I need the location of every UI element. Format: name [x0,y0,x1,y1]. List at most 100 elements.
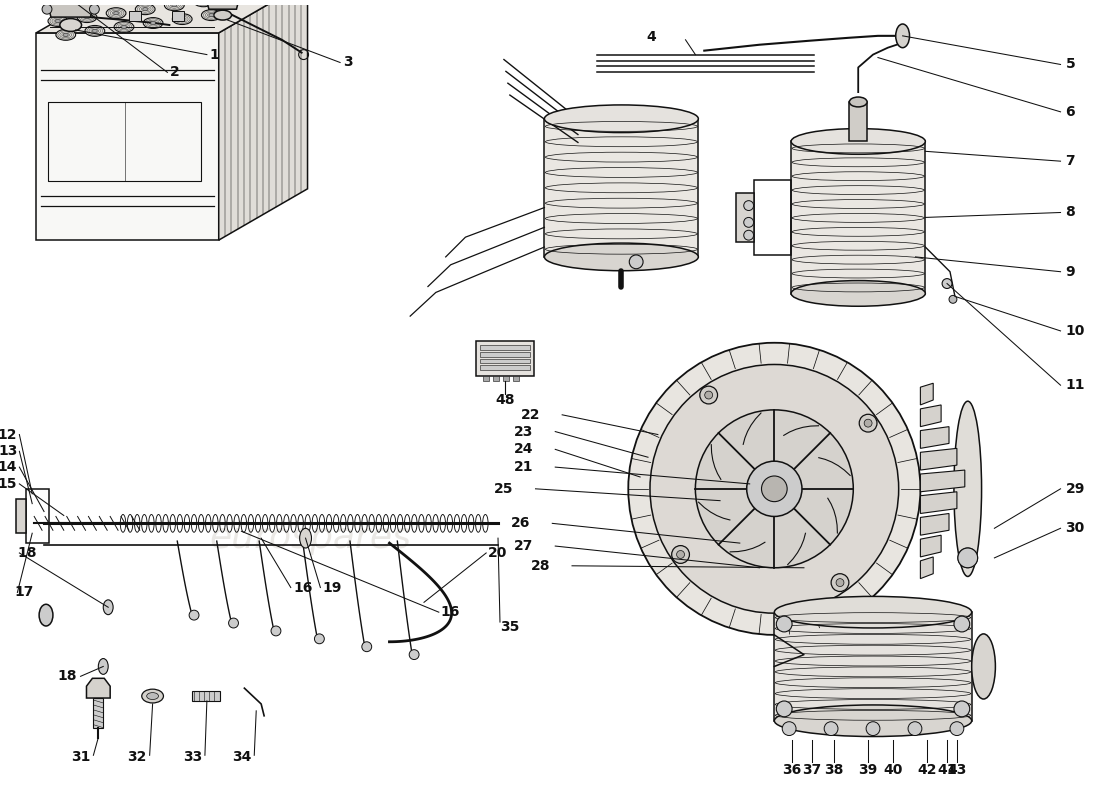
Ellipse shape [179,18,185,21]
Text: 31: 31 [72,750,90,764]
Ellipse shape [135,4,155,14]
Text: eurospares: eurospares [209,521,411,555]
Ellipse shape [971,634,996,699]
Circle shape [271,626,281,636]
Polygon shape [921,535,942,557]
Circle shape [747,461,802,517]
Text: 19: 19 [322,581,342,594]
Text: 7: 7 [1066,154,1075,168]
Text: 38: 38 [824,763,844,777]
Polygon shape [47,2,95,17]
Circle shape [958,548,978,568]
Bar [791,142,925,294]
Ellipse shape [201,10,221,21]
Ellipse shape [92,30,97,32]
Ellipse shape [774,705,971,737]
Text: 23: 23 [514,425,534,438]
Polygon shape [921,448,957,470]
Text: 8: 8 [1066,206,1075,219]
Circle shape [744,230,754,240]
Text: 1: 1 [210,47,220,62]
Polygon shape [921,492,957,514]
Ellipse shape [85,16,89,18]
Bar [481,358,529,363]
Ellipse shape [201,0,206,2]
Bar [481,366,529,370]
Circle shape [942,278,952,289]
Text: 39: 39 [858,763,878,777]
Ellipse shape [143,8,147,10]
Polygon shape [921,383,933,405]
Circle shape [89,4,99,14]
Ellipse shape [544,243,698,270]
Text: 41: 41 [937,763,957,777]
Circle shape [315,634,324,644]
Text: 37: 37 [802,763,822,777]
Ellipse shape [164,0,184,10]
Bar [94,698,103,728]
Circle shape [777,701,792,717]
Circle shape [777,616,792,632]
Polygon shape [16,498,26,534]
Text: 20: 20 [488,546,507,560]
Ellipse shape [143,18,163,29]
Ellipse shape [56,30,76,40]
Bar [513,376,519,382]
Ellipse shape [172,4,177,6]
Ellipse shape [107,8,126,18]
Bar [476,341,534,376]
Ellipse shape [849,97,867,107]
Circle shape [409,650,419,659]
Ellipse shape [194,0,213,6]
Ellipse shape [791,281,925,306]
Text: 17: 17 [14,586,34,599]
Ellipse shape [114,22,134,32]
Ellipse shape [151,22,155,25]
Circle shape [672,546,690,563]
Text: 22: 22 [521,408,540,422]
Polygon shape [87,678,110,698]
Polygon shape [206,0,240,9]
Bar [48,102,201,181]
Text: 12: 12 [0,427,18,442]
Circle shape [859,414,877,432]
Circle shape [744,218,754,227]
Circle shape [949,295,957,303]
Circle shape [824,722,838,735]
Ellipse shape [544,105,698,133]
Bar [129,11,141,21]
Circle shape [676,550,684,558]
Ellipse shape [142,689,164,703]
Circle shape [189,610,199,620]
Polygon shape [736,193,754,242]
Circle shape [950,722,964,735]
Text: 48: 48 [495,393,515,407]
Ellipse shape [113,12,119,14]
Text: 42: 42 [917,763,937,777]
Ellipse shape [299,528,311,548]
Ellipse shape [48,16,68,26]
Text: 16: 16 [441,605,460,619]
Polygon shape [921,426,949,448]
Bar [493,376,499,382]
Text: 10: 10 [1066,324,1085,338]
Text: 25: 25 [494,482,514,496]
Text: 16: 16 [294,581,313,594]
Text: 4: 4 [646,30,656,44]
Text: 5: 5 [1066,58,1075,71]
Bar [481,352,529,357]
Polygon shape [36,0,308,33]
Circle shape [909,722,922,735]
Ellipse shape [55,19,60,22]
Polygon shape [219,0,308,240]
Ellipse shape [40,604,53,626]
Circle shape [832,574,849,591]
Circle shape [362,642,372,652]
Polygon shape [921,557,933,578]
Text: 9: 9 [1066,265,1075,278]
Ellipse shape [59,18,81,31]
Bar [483,376,490,382]
Text: 6: 6 [1066,105,1075,119]
Text: 11: 11 [1066,378,1085,392]
Text: 21: 21 [514,460,534,474]
